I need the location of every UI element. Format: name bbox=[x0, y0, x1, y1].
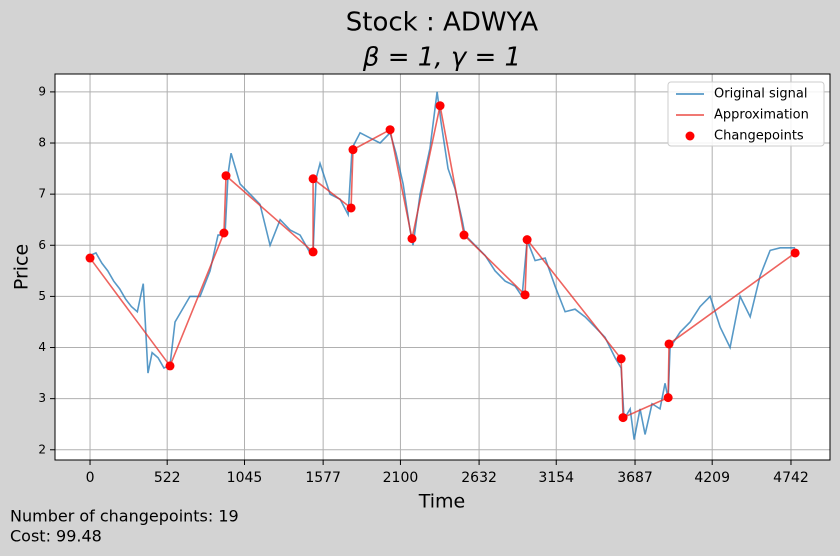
legend-swatch bbox=[685, 131, 695, 141]
changepoint bbox=[459, 230, 469, 240]
y-tick-label: 2 bbox=[38, 442, 46, 456]
chart-subtitle: β = 1, γ = 1 bbox=[362, 43, 521, 73]
x-tick-label: 522 bbox=[154, 470, 181, 486]
changepoint bbox=[664, 339, 674, 349]
y-tick-label: 6 bbox=[38, 238, 46, 252]
changepoint bbox=[435, 101, 445, 111]
y-tick-label: 3 bbox=[38, 391, 46, 405]
x-tick-label: 1045 bbox=[227, 470, 263, 486]
y-tick-label: 4 bbox=[38, 340, 46, 354]
x-tick-label: 3154 bbox=[538, 470, 574, 486]
changepoint bbox=[308, 247, 318, 257]
changepoint bbox=[219, 228, 229, 238]
changepoint bbox=[407, 234, 417, 244]
series-line bbox=[89, 91, 796, 440]
changepoint bbox=[346, 203, 356, 213]
y-tick-label: 8 bbox=[38, 136, 46, 150]
changepoint bbox=[221, 171, 231, 181]
x-tick-label: 2100 bbox=[383, 470, 419, 486]
changepoint bbox=[790, 248, 800, 258]
x-tick-label: 2632 bbox=[461, 470, 497, 486]
annotation: Cost: 99.48 bbox=[10, 527, 102, 546]
changepoint bbox=[522, 235, 532, 245]
annotation: Number of changepoints: 19 bbox=[10, 507, 239, 526]
y-tick-label: 7 bbox=[38, 187, 46, 201]
changepoint bbox=[618, 413, 628, 423]
legend-label: Changepoints bbox=[714, 129, 804, 144]
changepoint bbox=[520, 290, 530, 300]
y-tick-label: 5 bbox=[38, 289, 46, 303]
x-axis-label: Time bbox=[418, 491, 466, 513]
plot-frame bbox=[54, 73, 831, 461]
legend-label: Approximation bbox=[714, 108, 809, 123]
changepoint bbox=[308, 174, 318, 184]
changepoint bbox=[616, 354, 626, 364]
changepoint bbox=[385, 125, 395, 135]
y-tick-label: 9 bbox=[38, 84, 46, 98]
changepoint bbox=[85, 253, 95, 263]
legend-box bbox=[667, 81, 825, 147]
x-tick-label: 4742 bbox=[773, 470, 809, 486]
x-tick-label: 1577 bbox=[305, 470, 341, 486]
chart-title: Stock : ADWYA bbox=[346, 8, 539, 38]
changepoint bbox=[348, 145, 358, 155]
legend-label: Original signal bbox=[714, 87, 807, 102]
y-axis-label: Price bbox=[11, 244, 33, 290]
x-tick-label: 0 bbox=[86, 470, 95, 486]
changepoint bbox=[663, 393, 673, 403]
x-tick-label: 4209 bbox=[694, 470, 730, 486]
changepoint bbox=[165, 361, 175, 371]
x-tick-label: 3687 bbox=[617, 470, 653, 486]
